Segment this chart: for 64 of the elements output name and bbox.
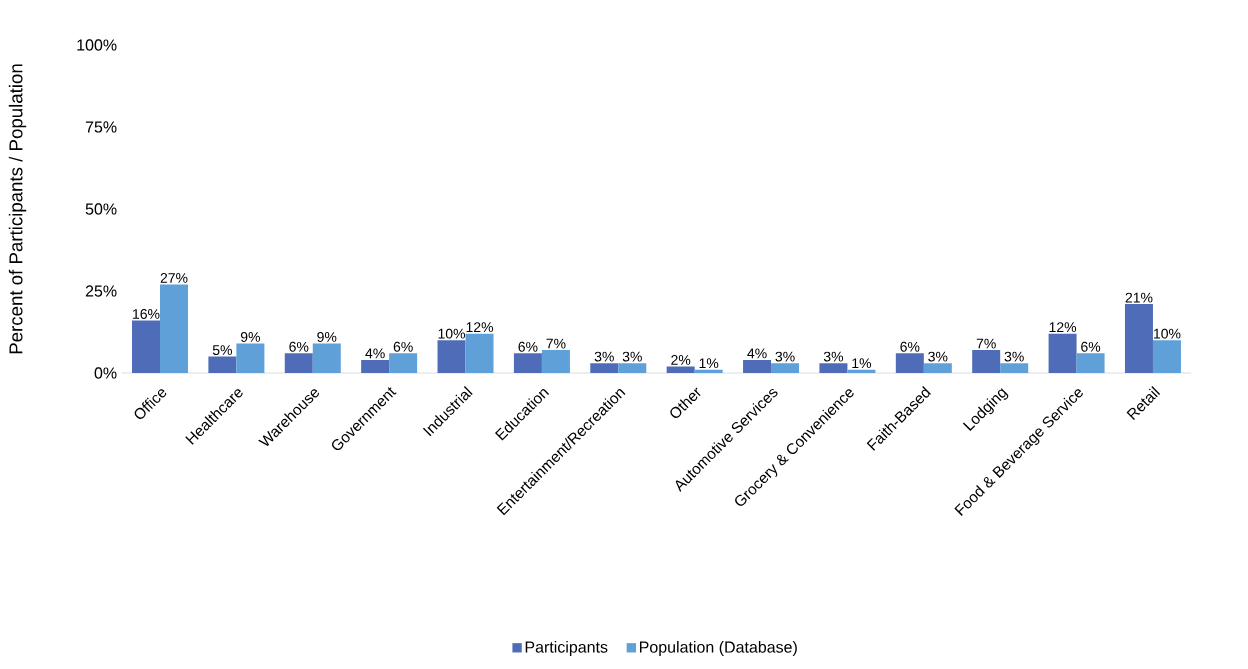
data-label: 3% [622, 351, 642, 362]
data-label: 7% [546, 338, 566, 349]
bar [694, 369, 723, 373]
data-label: 12% [1049, 322, 1077, 333]
bar [972, 350, 1001, 373]
bar [1076, 353, 1105, 373]
bar [513, 353, 542, 373]
data-label: 3% [775, 351, 795, 362]
bar [541, 350, 570, 373]
bar [389, 353, 418, 373]
bar [743, 359, 772, 373]
bar [771, 363, 800, 373]
data-label: 27% [160, 273, 188, 283]
bar [1152, 340, 1181, 373]
data-label: 1% [699, 358, 719, 369]
data-label: 1% [852, 358, 872, 369]
y-tick-label: 75% [85, 121, 117, 133]
bar [819, 363, 848, 373]
data-label: 6% [289, 341, 309, 352]
data-label: 6% [518, 341, 538, 352]
bar [590, 363, 619, 373]
data-label: 16% [133, 309, 160, 319]
data-label: 4% [365, 348, 385, 359]
data-label: 10% [1154, 328, 1181, 339]
data-label: 3% [1004, 351, 1024, 362]
data-label: 6% [393, 341, 413, 352]
data-label: 10% [438, 328, 466, 339]
bar [465, 333, 494, 373]
bar [1000, 363, 1029, 373]
data-label: 7% [976, 338, 996, 349]
bar [847, 369, 876, 373]
bar [923, 363, 952, 373]
data-label: 6% [1081, 341, 1101, 352]
data-label: 2% [671, 355, 691, 365]
data-label: 3% [928, 351, 948, 362]
data-label: 21% [1125, 292, 1153, 303]
data-label: 4% [747, 348, 767, 359]
bar [284, 353, 313, 373]
bar [895, 353, 924, 373]
legend-label: Participants [525, 641, 608, 656]
data-label: 9% [240, 331, 260, 342]
y-tick-label: 0% [94, 367, 117, 379]
bar [618, 363, 647, 373]
bar [1124, 304, 1153, 373]
legend-label: Population (Database) [639, 641, 797, 656]
bar [312, 343, 341, 373]
bar [1048, 333, 1077, 373]
y-tick-label: 25% [85, 285, 117, 297]
bar [361, 359, 390, 373]
data-label: 12% [466, 322, 494, 333]
data-label: 6% [900, 341, 920, 352]
bar [208, 356, 237, 373]
y-tick-label: 100% [77, 39, 117, 51]
data-label: 3% [823, 351, 844, 362]
bar [236, 343, 265, 373]
bar [132, 320, 161, 373]
data-label: 3% [594, 351, 614, 362]
y-axis-title: Percent of Participants / Population [8, 64, 27, 354]
y-tick-label: 50% [85, 203, 117, 215]
bar [160, 284, 189, 373]
data-label: 9% [317, 331, 337, 342]
data-label: 5% [212, 345, 232, 356]
bar [666, 366, 695, 373]
bar [437, 340, 466, 373]
